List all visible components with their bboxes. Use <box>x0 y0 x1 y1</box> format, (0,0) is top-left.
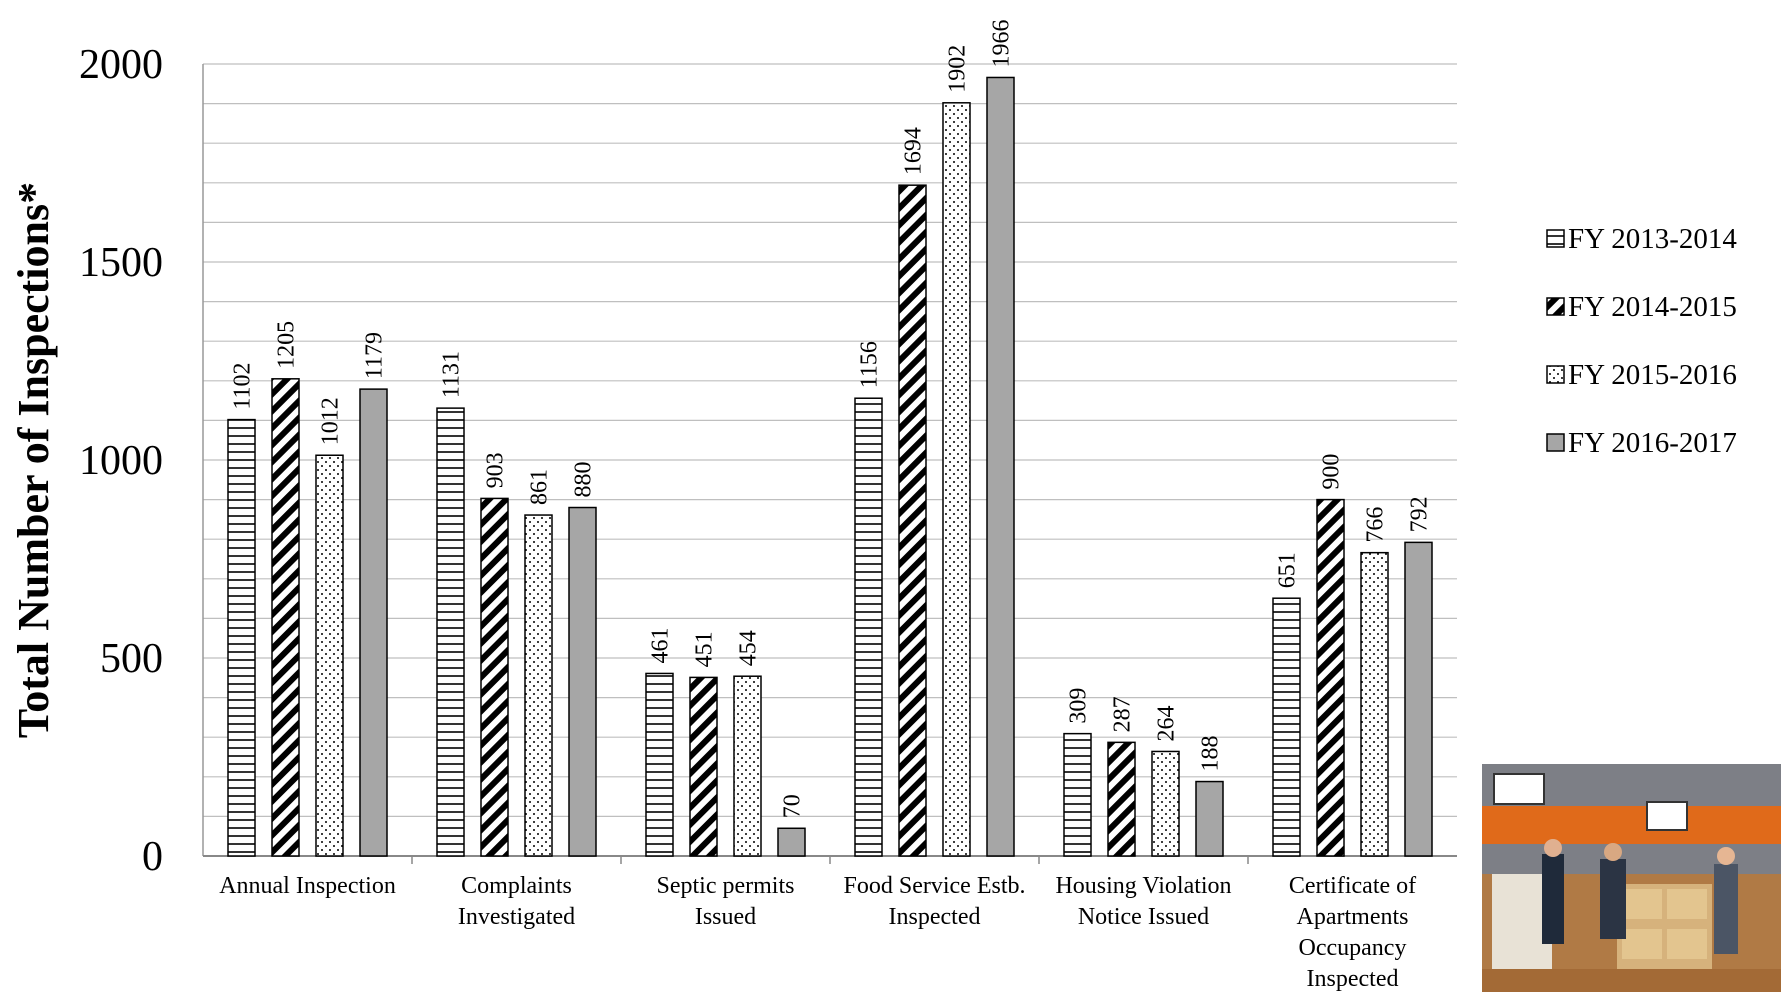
legend-label: FY 2015-2016 <box>1568 359 1737 391</box>
bar <box>1316 498 1345 857</box>
category-label-line: Occupancy <box>1299 935 1407 961</box>
bar <box>271 378 300 857</box>
value-label: 903 <box>483 452 509 488</box>
y-tick-label: 0 <box>142 834 163 880</box>
value-label: 861 <box>527 469 553 505</box>
y-axis-label: Total Number of Inspections* <box>9 182 58 738</box>
value-label: 287 <box>1110 696 1136 732</box>
value-label: 1102 <box>230 362 256 409</box>
bar <box>1195 780 1224 857</box>
legend-item: FY 2013-2014 <box>1546 223 1737 255</box>
bar <box>898 184 927 857</box>
value-label: 900 <box>1319 454 1345 490</box>
value-label: 1012 <box>318 397 344 445</box>
legend-swatch <box>1546 433 1565 452</box>
bar <box>1107 741 1136 857</box>
gridlines <box>203 63 1457 857</box>
y-tick-label: 1000 <box>79 438 163 484</box>
category-label: Annual Inspection <box>219 873 396 899</box>
bar <box>854 397 883 857</box>
value-label: 264 <box>1154 705 1180 741</box>
bar <box>1063 732 1092 857</box>
bar <box>777 827 806 857</box>
legend-item: FY 2015-2016 <box>1546 359 1737 391</box>
bar <box>315 454 344 857</box>
category-label: Septic permits Issued <box>657 873 795 930</box>
category-label: Housing Violation Notice Issued <box>1055 873 1231 930</box>
bar <box>689 676 718 857</box>
axes <box>202 64 1457 864</box>
bar <box>359 388 388 857</box>
y-tick-label: 500 <box>100 636 163 682</box>
category-label-line: Issued <box>695 904 756 930</box>
value-label: 792 <box>1407 496 1433 532</box>
category-label: Complaints Investigated <box>458 873 575 930</box>
legend-swatch <box>1546 229 1565 248</box>
bar <box>524 514 553 857</box>
bar <box>1151 750 1180 857</box>
bar <box>227 418 256 857</box>
category-label: Food Service Estb. Inspected <box>844 873 1026 930</box>
value-label: 1694 <box>901 127 927 175</box>
category-labels: Annual Inspection Complaints Investigated S… <box>219 873 1416 992</box>
category-label-line: Apartments <box>1297 904 1409 930</box>
legend: FY 2013-2014 FY 2014-2015 FY 2015-2016 FY 2… <box>1546 223 1737 459</box>
value-label: 1966 <box>989 19 1015 67</box>
legend-swatch <box>1546 297 1565 316</box>
value-label: 880 <box>571 462 597 498</box>
bar <box>942 102 971 857</box>
value-label: 1156 <box>857 341 883 388</box>
legend-swatch <box>1546 365 1565 384</box>
value-label: 766 <box>1363 507 1389 543</box>
y-tick-label: 2000 <box>79 42 163 88</box>
category-label-line: Investigated <box>458 904 575 930</box>
value-label: 1179 <box>362 332 388 379</box>
value-label: 188 <box>1198 736 1224 772</box>
value-label: 451 <box>692 631 718 667</box>
category-label-line: Inspected <box>1307 966 1399 992</box>
bar <box>568 506 597 857</box>
value-labels: 1102 1131 461 1156 309 651 1205 903 451 1694 287 90… <box>230 19 1433 818</box>
bar <box>733 675 762 857</box>
value-label: 1902 <box>945 45 971 93</box>
value-label: 1205 <box>274 321 300 369</box>
category-label: Certificate of Apartments Occupancy Inspect… <box>1289 873 1416 992</box>
value-label: 309 <box>1066 688 1092 724</box>
category-label-line: Septic permits <box>657 873 795 899</box>
value-label: 651 <box>1275 552 1301 588</box>
category-label-line: Inspected <box>889 904 981 930</box>
photo-thumbnail <box>1482 764 1781 992</box>
value-label: 70 <box>780 794 806 818</box>
legend-label: FY 2014-2015 <box>1568 291 1737 323</box>
legend-item: FY 2016-2017 <box>1546 427 1737 459</box>
bar <box>436 407 465 857</box>
category-label-line: Complaints <box>461 873 572 899</box>
legend-label: FY 2013-2014 <box>1568 223 1737 255</box>
bar <box>1404 541 1433 857</box>
bar <box>1272 597 1301 857</box>
category-label-line: Notice Issued <box>1078 904 1209 930</box>
value-label: 1131 <box>439 351 465 398</box>
category-label-line: Housing Violation <box>1055 873 1231 899</box>
legend-item: FY 2014-2015 <box>1546 291 1737 323</box>
value-label: 461 <box>648 627 674 663</box>
value-label: 454 <box>736 630 762 666</box>
bar <box>1360 551 1389 857</box>
y-tick-labels: 0 500 1000 1500 2000 <box>79 42 163 880</box>
category-label-line: Certificate of <box>1289 873 1416 899</box>
bar <box>986 76 1015 857</box>
bar <box>645 672 674 857</box>
bar <box>480 497 509 857</box>
y-tick-label: 1500 <box>79 240 163 286</box>
category-label-line: Food Service Estb. <box>844 873 1026 899</box>
category-label-line: Annual Inspection <box>219 873 396 899</box>
legend-label: FY 2016-2017 <box>1568 427 1737 459</box>
bars <box>227 76 1433 857</box>
